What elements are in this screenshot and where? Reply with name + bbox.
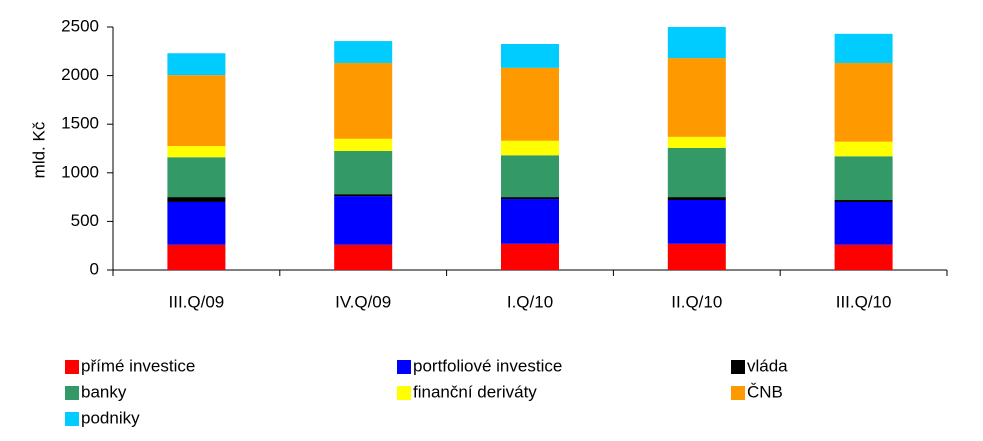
bar-segment	[501, 199, 559, 244]
legend-swatch	[731, 360, 745, 374]
bar-segment	[667, 148, 726, 198]
bar-segment	[334, 62, 393, 139]
bar-segment	[834, 200, 893, 202]
bar-segment	[334, 194, 393, 197]
bar-segment	[667, 200, 726, 244]
x-tick-label: I.Q/10	[507, 292, 553, 311]
bar-segment	[501, 197, 559, 200]
legend-swatch	[65, 360, 79, 374]
x-tick-label: IV.Q/09	[335, 292, 391, 311]
bar-segment	[334, 196, 393, 245]
bar-segment	[167, 201, 226, 245]
y-tick-label: 500	[71, 211, 99, 230]
bar-segment	[501, 44, 559, 68]
bar-segment	[501, 67, 559, 141]
bar-segment	[667, 27, 726, 59]
bar-segment	[334, 150, 393, 195]
y-tick-label: 0	[90, 259, 99, 278]
bar-segment	[834, 141, 893, 157]
legend-swatch	[65, 412, 79, 426]
legend-swatch	[65, 386, 79, 400]
bar-segment	[501, 140, 559, 156]
legend-label: portfoliové investice	[413, 356, 562, 375]
legend-swatch	[397, 386, 411, 400]
legend-label: banky	[81, 382, 127, 401]
bar-segment	[334, 41, 393, 63]
y-tick-label: 2000	[61, 65, 99, 84]
y-tick-label: 1500	[61, 114, 99, 133]
x-tick-label: II.Q/10	[671, 292, 722, 311]
legend-label: vláda	[747, 356, 788, 375]
bar-segment	[834, 62, 893, 142]
bar-segment	[167, 53, 226, 76]
legend-swatch	[731, 386, 745, 400]
bar-segment	[667, 136, 726, 149]
bar-segment	[501, 155, 559, 198]
bar-segment	[167, 244, 226, 270]
legend-label: ČNB	[747, 382, 783, 401]
bar-segment	[834, 33, 893, 63]
bar-segment	[167, 75, 226, 147]
legend-label: přímé investice	[81, 356, 195, 375]
y-tick-label: 2500	[61, 16, 99, 35]
bar-segment	[167, 157, 226, 198]
x-tick-label: III.Q/09	[169, 292, 225, 311]
bar-segment	[834, 156, 893, 201]
legend-label: podniky	[81, 408, 140, 427]
bar-segment	[334, 138, 393, 151]
bar-segment	[667, 243, 726, 270]
bar-segment	[167, 197, 226, 202]
bar-segment	[501, 243, 559, 270]
bar-segment	[167, 146, 226, 158]
legend-label: finanční deriváty	[413, 382, 537, 401]
bar-segment	[834, 244, 893, 270]
legend-swatch	[397, 360, 411, 374]
bar-segment	[667, 197, 726, 201]
bar-segment	[834, 201, 893, 245]
x-tick-label: III.Q/10	[836, 292, 892, 311]
bar-segment	[334, 244, 393, 270]
bar-segment	[667, 58, 726, 137]
y-tick-label: 1000	[61, 162, 99, 181]
y-axis-label: mld. Kč	[29, 121, 48, 178]
